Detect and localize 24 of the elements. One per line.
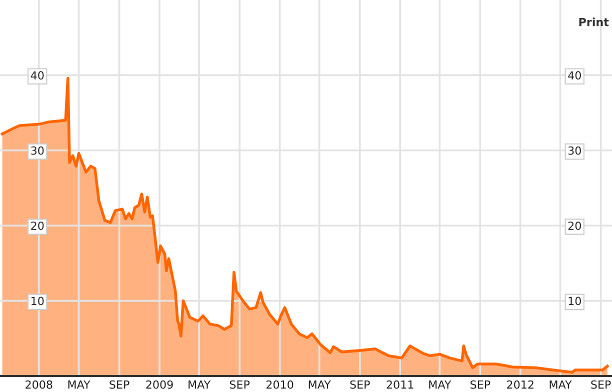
x-tick-label: 2011 (386, 380, 414, 389)
y2-tick-label: 10 (568, 296, 581, 306)
x-tick-label: SEP (350, 380, 370, 389)
x-tick-label: MAY (188, 380, 211, 389)
y-tick-label: 10 (32, 296, 44, 306)
x-tick-label: MAY (68, 380, 90, 389)
x-tick-label: 2012 (507, 380, 534, 389)
y-tick-label: 20 (31, 222, 44, 230)
x-tick-label: SEP (470, 380, 490, 389)
y2-tick-label: 30 (568, 146, 581, 155)
x-tick-label: MAY (550, 380, 572, 389)
x-tick-label: SEP (110, 380, 130, 389)
x-tick-label: 2009 (146, 380, 173, 389)
y-tick-label: 40 (30, 71, 44, 80)
x-tick-label: 2010 (266, 380, 294, 389)
x-tick-label: MAY (308, 380, 331, 389)
y2-tick-label: 40 (568, 71, 581, 80)
y-tick-label: 30 (31, 146, 44, 155)
x-tick-label: MAY (429, 380, 452, 389)
y2-tick-label: 20 (568, 222, 581, 230)
x-tick-label: 2008 (26, 380, 52, 389)
annotation: Print (579, 18, 609, 26)
x-tick-label: SEP (230, 380, 250, 389)
x-tick-label: SEP (591, 380, 611, 389)
